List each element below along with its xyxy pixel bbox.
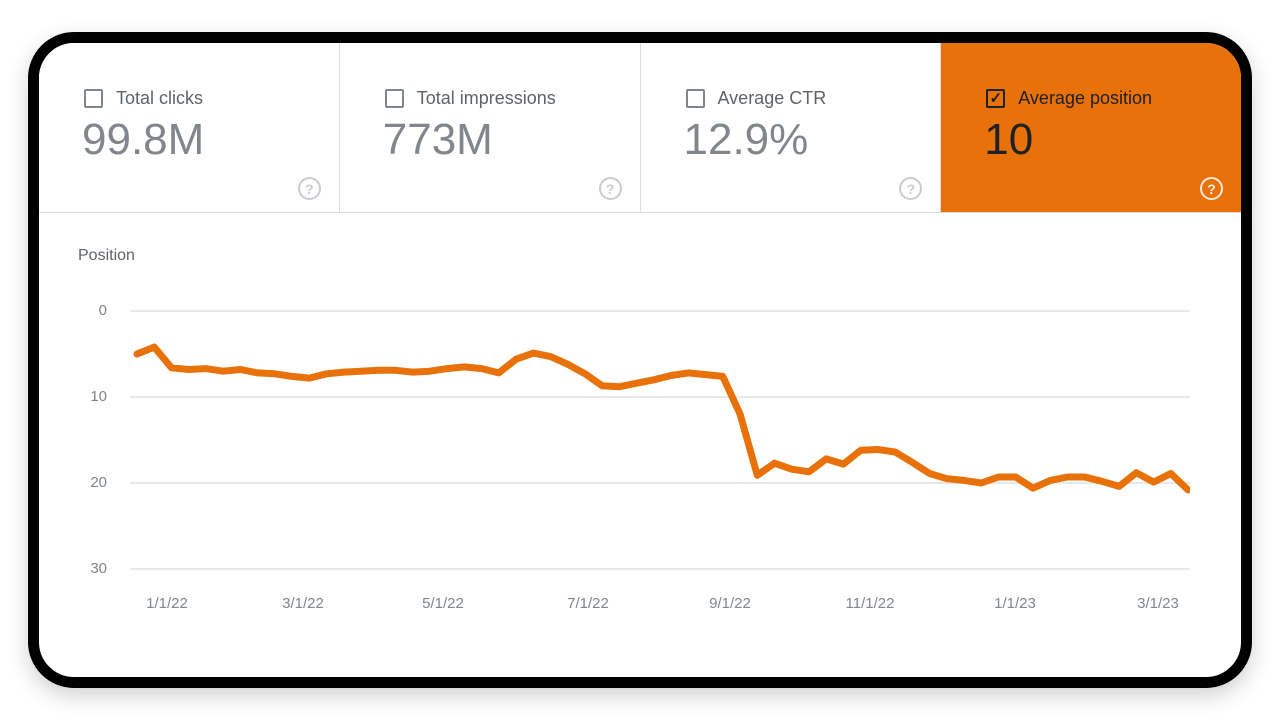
average-position-checkbox[interactable]: ✓ <box>986 89 1006 108</box>
question-mark-glyph: ? <box>906 180 916 197</box>
help-icon[interactable]: ? <box>297 177 321 200</box>
metric-head: ✓ Average position <box>986 88 1241 109</box>
metric-card-average-position[interactable]: ✓ Average position 10 ? <box>941 43 1241 212</box>
metric-value: 12.9% <box>683 115 809 164</box>
x-tick-label: 7/1/22 <box>567 595 609 612</box>
metric-label: Average position <box>1018 88 1153 108</box>
y-tick-label: 20 <box>90 474 107 491</box>
help-icon[interactable]: ? <box>598 177 622 200</box>
metric-head: Total impressions <box>384 88 640 109</box>
metrics-row: Total clicks 99.8M ? Total impressions 7… <box>39 43 1241 213</box>
chart-axis-title: Position <box>78 247 135 264</box>
question-mark-glyph: ? <box>605 180 615 197</box>
x-tick-label: 3/1/23 <box>1137 595 1179 612</box>
average-ctr-checkbox[interactable] <box>685 89 705 108</box>
metric-card-total-impressions[interactable]: Total impressions 773M ? <box>339 43 641 212</box>
help-icon[interactable]: ? <box>899 177 923 200</box>
y-tick-label: 0 <box>98 302 107 319</box>
position-line-chart <box>130 310 1190 570</box>
metric-head: Total clicks <box>84 88 339 109</box>
x-tick-label: 3/1/22 <box>282 595 324 612</box>
help-icon[interactable]: ? <box>1200 177 1223 200</box>
total-impressions-checkbox[interactable] <box>384 89 404 108</box>
x-tick-label: 1/1/22 <box>146 595 188 612</box>
metric-value: 10 <box>984 115 1034 164</box>
metric-card-average-ctr[interactable]: Average CTR 12.9% ? <box>640 43 942 212</box>
y-tick-label: 30 <box>90 560 107 577</box>
metric-label: Total clicks <box>116 88 204 108</box>
x-tick-label: 9/1/22 <box>709 595 751 612</box>
checkmark-icon: ✓ <box>989 90 1003 107</box>
x-tick-label: 11/1/22 <box>845 595 895 612</box>
question-mark-glyph: ? <box>1207 180 1216 197</box>
metric-label: Average CTR <box>717 88 827 108</box>
metric-head: Average CTR <box>685 88 941 109</box>
question-mark-glyph: ? <box>304 180 314 197</box>
metric-card-total-clicks[interactable]: Total clicks 99.8M ? <box>39 43 340 212</box>
metric-value: 99.8M <box>82 115 205 164</box>
x-tick-label: 5/1/22 <box>422 595 464 612</box>
metric-label: Total impressions <box>416 88 556 108</box>
total-clicks-checkbox[interactable] <box>84 89 103 108</box>
y-tick-label: 10 <box>90 388 107 405</box>
metric-value: 773M <box>382 115 493 164</box>
x-tick-label: 1/1/23 <box>994 595 1036 612</box>
performance-dashboard-card: Total clicks 99.8M ? Total impressions 7… <box>28 32 1252 688</box>
